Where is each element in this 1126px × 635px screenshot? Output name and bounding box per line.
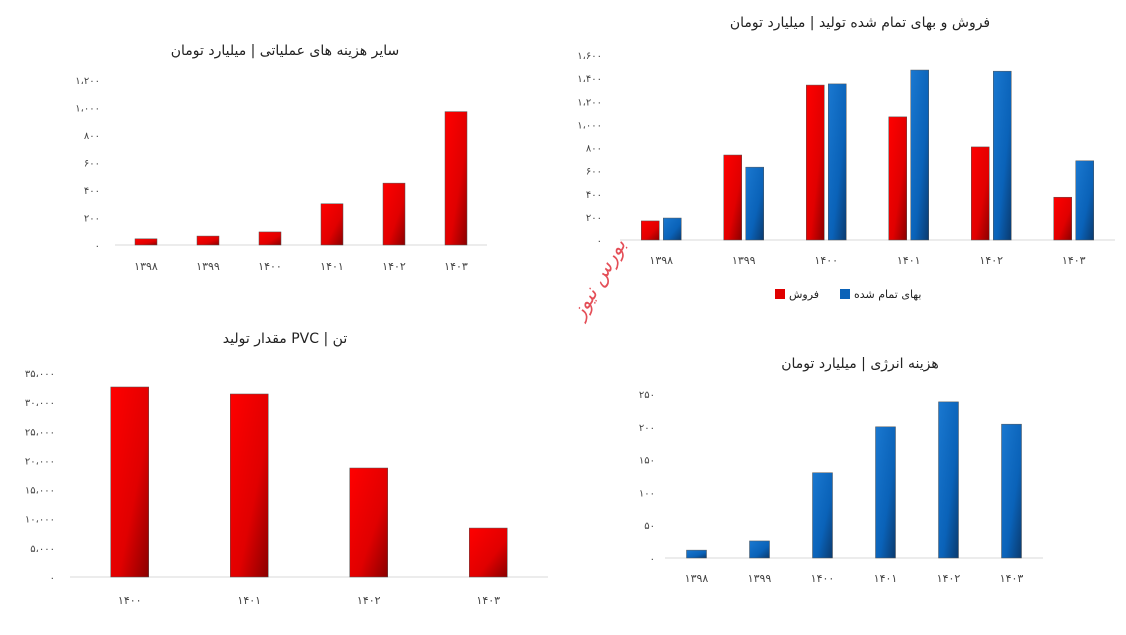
other-costs-x-tick: ۱۴۰۰ bbox=[258, 260, 282, 273]
pvc-production-x-tick: ۱۴۰۲ bbox=[357, 594, 381, 607]
sales-cost-y-tick: ۱،۲۰۰ bbox=[577, 97, 602, 108]
pvc-production-bar bbox=[349, 467, 388, 578]
energy-cost-bar bbox=[938, 401, 959, 559]
sales-cost-bar bbox=[641, 220, 660, 241]
energy-cost-bar bbox=[686, 549, 707, 559]
other-costs-bar bbox=[258, 231, 282, 246]
other-costs-x-tick: ۱۳۹۸ bbox=[134, 260, 158, 273]
pvc-production-y-tick: ۱۰،۰۰۰ bbox=[25, 515, 55, 526]
other-costs-y-tick: ۱،۰۰۰ bbox=[75, 104, 100, 115]
other-costs-bar bbox=[382, 182, 406, 246]
energy-cost-y-tick: ۵۰ bbox=[644, 521, 655, 532]
energy-cost-x-tick: ۱۳۹۹ bbox=[748, 572, 772, 585]
sales-cost-bar bbox=[745, 166, 764, 241]
energy-cost-x-tick: ۱۴۰۱ bbox=[874, 572, 898, 585]
sales-cost-x-tick: ۱۳۹۹ bbox=[732, 254, 756, 267]
sales-cost-legend-label: فروش bbox=[789, 288, 819, 301]
other-costs-bar bbox=[134, 238, 158, 246]
sales-cost-bar bbox=[806, 84, 825, 241]
energy-cost-x-tick: ۱۴۰۳ bbox=[1000, 572, 1024, 585]
energy-cost-bar bbox=[749, 540, 770, 559]
sales-cost-y-tick: ۱،۴۰۰ bbox=[577, 74, 602, 85]
pvc-production-y-tick: ۵،۰۰۰ bbox=[30, 544, 55, 555]
other-costs-bar bbox=[444, 111, 468, 246]
pvc-production-y-tick: ۲۵،۰۰۰ bbox=[25, 427, 55, 438]
pvc-production-x-tick: ۱۴۰۳ bbox=[476, 594, 500, 607]
sales-cost-bar bbox=[888, 116, 907, 241]
pvc-production-y-tick: ۳۰،۰۰۰ bbox=[25, 398, 55, 409]
sales-cost-y-tick: ۴۰۰ bbox=[586, 190, 602, 201]
other-costs-y-tick: ۶۰۰ bbox=[84, 159, 100, 170]
pvc-production-bar bbox=[110, 386, 149, 578]
sales-cost-bar bbox=[1075, 160, 1094, 241]
other-costs-x-tick: ۱۴۰۳ bbox=[444, 260, 468, 273]
sales-cost-bar bbox=[1053, 196, 1072, 241]
sales-cost-bar bbox=[971, 146, 990, 241]
sales-cost-bar bbox=[663, 217, 682, 241]
pvc-production-bar bbox=[230, 393, 269, 578]
energy-cost-bar bbox=[1001, 423, 1022, 559]
other-costs-bar bbox=[196, 235, 220, 246]
pvc-production-y-tick: ۱۵،۰۰۰ bbox=[25, 486, 55, 497]
energy-cost-y-tick: ۱۵۰ bbox=[639, 456, 655, 467]
sales-cost-y-tick: ۸۰۰ bbox=[586, 144, 602, 155]
other-costs-y-tick: ۰ bbox=[95, 241, 100, 252]
sales-cost-legend-swatch bbox=[775, 289, 785, 299]
energy-cost-x-tick: ۱۴۰۰ bbox=[811, 572, 835, 585]
energy-cost-y-tick: ۰ bbox=[650, 554, 655, 565]
sales-cost-bar bbox=[910, 69, 929, 241]
pvc-production-x-tick: ۱۴۰۰ bbox=[118, 594, 142, 607]
sales-cost-legend-swatch bbox=[840, 289, 850, 299]
energy-cost-y-tick: ۲۵۰ bbox=[639, 390, 655, 401]
energy-cost-title: هزینه انرژی | میلیارد تومان bbox=[781, 356, 939, 372]
pvc-production-y-tick: ۲۰،۰۰۰ bbox=[25, 456, 55, 467]
other-costs-x-tick: ۱۴۰۱ bbox=[320, 260, 344, 273]
energy-cost-y-tick: ۲۰۰ bbox=[639, 423, 655, 434]
pvc-production-y-tick: ۰ bbox=[50, 573, 55, 584]
energy-cost-y-tick: ۱۰۰ bbox=[639, 488, 655, 499]
other-costs-bar bbox=[320, 203, 344, 246]
sales-cost-x-tick: ۱۴۰۱ bbox=[897, 254, 921, 267]
sales-cost-bar bbox=[723, 154, 742, 241]
sales-cost-bar bbox=[993, 70, 1012, 241]
sales-cost-x-tick: ۱۳۹۸ bbox=[649, 254, 673, 267]
other-costs-x-tick: ۱۴۰۲ bbox=[382, 260, 406, 273]
other-costs-title: سایر هزینه های عملیاتی | میلیارد تومان bbox=[171, 43, 400, 59]
sales-cost-x-tick: ۱۴۰۳ bbox=[1062, 254, 1086, 267]
other-costs-y-tick: ۲۰۰ bbox=[84, 214, 100, 225]
pvc-production-title: مقدار تولید PVC | تن bbox=[223, 331, 348, 347]
other-costs-y-tick: ۱،۲۰۰ bbox=[75, 76, 100, 87]
sales-cost-y-tick: ۰ bbox=[597, 236, 602, 247]
sales-cost-y-tick: ۱،۰۰۰ bbox=[577, 120, 602, 131]
sales-cost-x-tick: ۱۴۰۲ bbox=[979, 254, 1003, 267]
energy-cost-x-tick: ۱۴۰۲ bbox=[937, 572, 961, 585]
pvc-production-y-tick: ۳۵،۰۰۰ bbox=[25, 369, 55, 380]
pvc-production-x-tick: ۱۴۰۱ bbox=[237, 594, 261, 607]
sales-cost-x-tick: ۱۴۰۰ bbox=[814, 254, 838, 267]
sales-cost-y-tick: ۱،۶۰۰ bbox=[577, 51, 602, 62]
energy-cost-x-tick: ۱۳۹۸ bbox=[685, 572, 709, 585]
energy-cost-bar bbox=[812, 472, 833, 559]
sales-cost-bar bbox=[828, 83, 847, 241]
sales-cost-y-tick: ۲۰۰ bbox=[586, 213, 602, 224]
pvc-production-bar bbox=[469, 527, 508, 578]
sales-cost-legend-label: بهای تمام شده bbox=[854, 288, 921, 301]
other-costs-x-tick: ۱۳۹۹ bbox=[196, 260, 220, 273]
other-costs-y-tick: ۸۰۰ bbox=[84, 131, 100, 142]
energy-cost-bar bbox=[875, 426, 896, 559]
sales-cost-y-tick: ۶۰۰ bbox=[586, 167, 602, 178]
watermark: بورس نیوز bbox=[564, 234, 630, 325]
other-costs-y-tick: ۴۰۰ bbox=[84, 186, 100, 197]
sales-cost-title: فروش و بهای تمام شده تولید | میلیارد توم… bbox=[730, 15, 990, 31]
